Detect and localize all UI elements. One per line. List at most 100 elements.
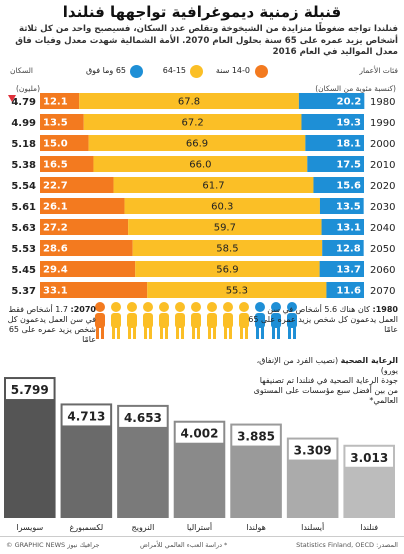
data-label: 67.2 bbox=[181, 118, 203, 129]
country-label: النرويج bbox=[132, 523, 155, 532]
value-box bbox=[175, 422, 224, 443]
intro-text: فنلندا تواجه ضغوطًا متزايدة من الشيخوخة … bbox=[15, 24, 398, 57]
data-label: 18.1 bbox=[336, 139, 361, 150]
population-label: السكان bbox=[10, 66, 33, 75]
person-icon bbox=[223, 302, 233, 312]
health-value: 4.653 bbox=[124, 411, 162, 425]
value-box bbox=[119, 406, 167, 427]
person-icon bbox=[133, 327, 136, 339]
health-note: الرعاية الصحية (نصيب الفرد من الإنفاق، ي… bbox=[248, 356, 398, 406]
bar-segment bbox=[40, 135, 89, 151]
year-label: 2070 bbox=[370, 286, 395, 297]
person-icon bbox=[191, 302, 201, 312]
footnote: * دراسة العبء العالمي للأمراض bbox=[140, 541, 228, 549]
bar-segment bbox=[40, 198, 125, 214]
bar-segment bbox=[326, 282, 364, 298]
person-icon bbox=[159, 313, 169, 328]
year-label: 1990 bbox=[370, 118, 395, 129]
bar-segment bbox=[40, 177, 114, 193]
person-icon bbox=[197, 327, 200, 339]
country-label: هولندا bbox=[246, 523, 266, 532]
population-chart: 12.1 67.8 20.2 4.79 1980 13.5 67.2 19.3 4.99 1990… bbox=[11, 93, 395, 298]
bar-segment bbox=[147, 282, 327, 298]
year-label: 2020 bbox=[370, 181, 395, 192]
person-icon bbox=[144, 327, 147, 339]
person-icon bbox=[111, 302, 121, 312]
data-label: 67.8 bbox=[178, 97, 200, 108]
year-label: 1980 bbox=[370, 97, 395, 108]
person-icon bbox=[245, 327, 248, 339]
person-icon bbox=[117, 327, 120, 339]
health-value: 3.885 bbox=[237, 430, 275, 444]
person-icon bbox=[271, 302, 281, 312]
data-label: 58.5 bbox=[216, 244, 238, 255]
person-icon bbox=[95, 302, 105, 312]
data-label: 15.0 bbox=[43, 139, 68, 150]
health-subtitle: (نصيب الفرد من الإنفاق، يورو) bbox=[256, 356, 398, 375]
bar-segment bbox=[40, 282, 148, 298]
data-label: 59.7 bbox=[214, 223, 236, 234]
data-label: 26.1 bbox=[43, 202, 68, 213]
data-label: 12.1 bbox=[43, 97, 68, 108]
bar-segment bbox=[40, 93, 80, 109]
person-icon bbox=[143, 313, 153, 328]
bar-segment bbox=[319, 261, 364, 277]
country-label: أستراليا bbox=[187, 522, 212, 532]
person-icon bbox=[287, 313, 297, 328]
data-label: 16.5 bbox=[43, 160, 68, 171]
country-label: لكسمبورغ bbox=[69, 523, 103, 532]
bar-segment bbox=[40, 240, 133, 256]
data-label: 13.5 bbox=[43, 118, 68, 129]
health-bar bbox=[4, 377, 56, 518]
person-icon bbox=[112, 327, 115, 339]
note-1980-text: كان هناك 5.6 أشخاص في سن العمل يدعمون كل… bbox=[248, 305, 398, 334]
bar-segment bbox=[79, 93, 299, 109]
bar-segment bbox=[313, 177, 364, 193]
note-1980-year: 1980: bbox=[372, 305, 398, 314]
bar-segment bbox=[301, 114, 364, 130]
note-2070-year: 2070: bbox=[70, 305, 96, 314]
data-label: 13.5 bbox=[336, 202, 361, 213]
person-icon bbox=[256, 327, 259, 339]
down-arrow-icon bbox=[8, 95, 16, 102]
data-label: 28.6 bbox=[43, 244, 68, 255]
people-illustration bbox=[95, 302, 297, 339]
value-box bbox=[345, 446, 393, 467]
person-icon bbox=[175, 313, 185, 328]
data-label: 61.7 bbox=[202, 181, 224, 192]
person-icon bbox=[287, 302, 297, 312]
health-spending-chart: 5.799 سويسرا 4.713 لكسمبورغ 4.653 النرويج 4.00… bbox=[4, 377, 395, 532]
bar-segment bbox=[40, 114, 84, 130]
value-box bbox=[6, 379, 54, 400]
person-icon bbox=[208, 327, 211, 339]
person-icon bbox=[255, 302, 265, 312]
population-value: 5.18 bbox=[11, 139, 36, 150]
data-label: 15.6 bbox=[336, 181, 361, 192]
year-label: 2050 bbox=[370, 244, 395, 255]
person-icon bbox=[207, 313, 217, 328]
bar-segment bbox=[298, 93, 365, 109]
health-value: 3.309 bbox=[294, 444, 332, 458]
person-icon bbox=[149, 327, 152, 339]
health-value: 4.713 bbox=[67, 409, 105, 423]
note-1980: 1980: كان هناك 5.6 أشخاص في سن العمل يدع… bbox=[248, 305, 398, 335]
person-icon bbox=[111, 313, 121, 328]
person-icon bbox=[261, 327, 264, 339]
year-label: 2010 bbox=[370, 160, 395, 171]
person-icon bbox=[288, 327, 291, 339]
person-icon bbox=[181, 327, 184, 339]
bar-segment bbox=[321, 219, 364, 235]
footer: المصدر: Statistics Finland, OECD * دراسة… bbox=[0, 536, 404, 554]
data-label: 60.3 bbox=[211, 202, 233, 213]
data-label: 22.7 bbox=[43, 181, 68, 192]
data-label: 66.0 bbox=[189, 160, 211, 171]
bar-segment bbox=[40, 261, 136, 277]
person-icon bbox=[127, 313, 137, 328]
data-label: 12.8 bbox=[336, 244, 361, 255]
year-label: 2030 bbox=[370, 202, 395, 213]
bar-segment bbox=[135, 261, 320, 277]
data-label: 17.5 bbox=[336, 160, 361, 171]
note-2070: 2070: 1.7 أشخاص فقط في سن العمل يدعمون ك… bbox=[6, 305, 96, 345]
person-icon bbox=[101, 327, 104, 339]
